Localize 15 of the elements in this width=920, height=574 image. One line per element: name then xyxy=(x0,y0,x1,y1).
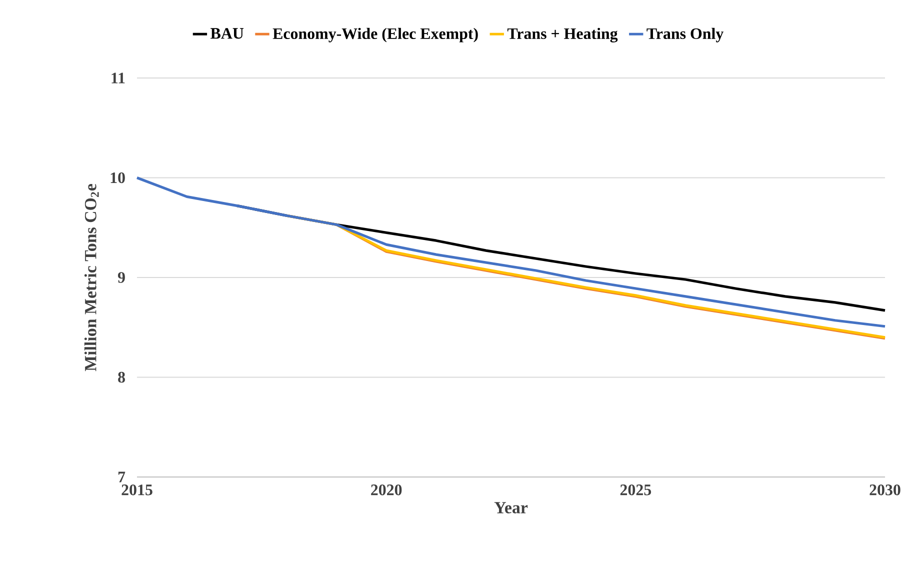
x-tick-label: 2030 xyxy=(870,484,900,496)
legend-label: BAU xyxy=(210,28,244,39)
x-tick-label: 2020 xyxy=(371,484,402,496)
y-tick-label: 11 xyxy=(112,72,125,84)
y-tick-label: 7 xyxy=(118,472,126,482)
y-tick-label: 9 xyxy=(118,272,125,283)
legend-label: Trans + Heating xyxy=(507,28,618,42)
x-axis-title: Year xyxy=(494,502,528,514)
x-tick-label: 2025 xyxy=(620,484,652,496)
y-tick-label: 8 xyxy=(118,372,125,383)
legend-label: Economy-Wide (Elec Exempt) xyxy=(272,28,478,42)
x-tick-label: 2015 xyxy=(122,484,152,496)
legend-label: Trans Only xyxy=(646,28,724,42)
y-tick-label: 10 xyxy=(110,172,125,184)
y-axis-title: Million Metric Tons CO$_{2}$e xyxy=(84,184,99,372)
